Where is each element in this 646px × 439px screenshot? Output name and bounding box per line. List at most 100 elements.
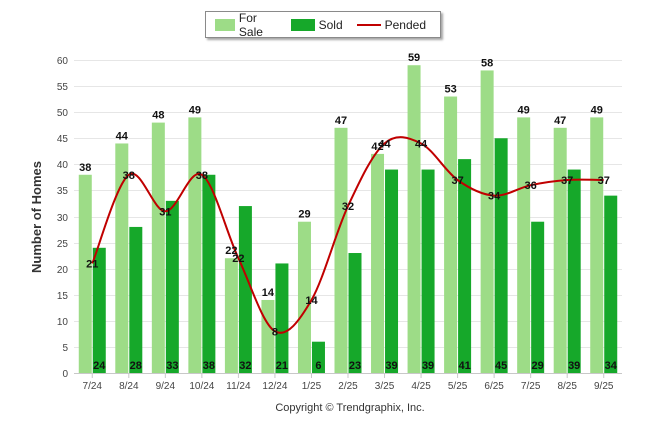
y-tick-label: 25	[57, 239, 69, 250]
y-tick-label: 0	[62, 369, 68, 380]
sold-bar	[348, 253, 362, 373]
for-sale-value-label: 47	[335, 115, 347, 127]
for-sale-value-label: 47	[554, 115, 566, 127]
for-sale-value-label: 48	[152, 110, 164, 122]
x-tick-label: 8/24	[119, 381, 139, 392]
y-tick-label: 10	[57, 317, 69, 328]
x-tick-label: 10/24	[189, 381, 214, 392]
y-tick-label: 15	[57, 291, 69, 302]
for-sale-value-label: 49	[518, 104, 530, 116]
sold-bar	[567, 169, 581, 373]
y-tick-label: 30	[57, 213, 69, 224]
for-sale-bar	[444, 96, 458, 374]
for-sale-bar	[115, 143, 129, 373]
sold-value-label: 39	[568, 360, 580, 372]
sold-swatch	[290, 18, 315, 31]
sold-value-label: 39	[385, 360, 397, 372]
sold-value-label: 24	[93, 360, 106, 372]
for-sale-value-label: 14	[262, 287, 275, 299]
legend-item-pended[interactable]: Pended	[356, 17, 426, 32]
pended-value-label: 22	[232, 253, 244, 265]
sold-value-label: 6	[315, 360, 321, 372]
pended-value-label: 37	[451, 175, 463, 187]
sold-value-label: 32	[239, 360, 251, 372]
sold-value-label: 41	[458, 360, 470, 372]
sold-bar	[311, 341, 325, 373]
x-tick-label: 8/25	[557, 381, 577, 392]
pended-value-label: 37	[598, 175, 610, 187]
x-tick-label: 6/25	[484, 381, 504, 392]
pended-value-label: 34	[488, 191, 501, 203]
for-sale-bar	[553, 127, 567, 373]
sold-bar	[385, 169, 399, 373]
for-sale-bar	[334, 127, 348, 373]
sold-bar	[238, 206, 252, 373]
sold-value-label: 28	[130, 360, 142, 372]
for-sale-value-label: 22	[225, 245, 237, 257]
for-sale-value-label: 44	[116, 130, 129, 142]
legend-label-for-sale: For Sale	[238, 10, 263, 39]
copyright-text: Copyright © Trendgraphix, Inc.	[275, 402, 425, 414]
pended-line-layer	[91, 136, 604, 334]
for-sale-bar	[297, 221, 311, 373]
pended-line	[91, 136, 604, 334]
for-sale-bar	[188, 117, 202, 373]
x-tick-label: 9/24	[156, 381, 176, 392]
for-sale-value-label: 29	[298, 209, 310, 221]
pended-line-swatch	[356, 23, 381, 26]
y-tick-label: 20	[57, 265, 69, 276]
for-sale-bar	[480, 70, 494, 373]
sold-bar	[202, 174, 216, 373]
x-axis-ticks: 7/24 8/24 9/24 10/24 11/24 12/24 1/25 2/25 3/25 4…	[83, 374, 614, 392]
sold-value-label: 39	[422, 360, 434, 372]
legend-item-for-sale[interactable]: For Sale	[215, 11, 277, 39]
y-axis-ticks: 0 5 10 15 20 25 30 35 40 45 50 55 60	[57, 56, 69, 380]
for-sale-value-label: 42	[371, 141, 383, 153]
pended-value-label: 8	[272, 326, 278, 338]
pended-value-label: 44	[415, 138, 428, 150]
for-sale-bar	[371, 153, 385, 373]
y-tick-label: 5	[62, 343, 68, 354]
pended-value-label: 14	[305, 295, 318, 307]
pended-value-label: 31	[159, 206, 171, 218]
for-sale-bar	[78, 174, 92, 373]
y-tick-label: 45	[57, 134, 69, 145]
x-tick-label: 9/25	[594, 381, 614, 392]
for-sale-bar	[590, 117, 604, 373]
sold-bar	[129, 226, 143, 373]
for-sale-bar	[151, 122, 165, 373]
x-tick-label: 12/24	[262, 381, 287, 392]
x-tick-label: 11/24	[226, 381, 251, 392]
x-tick-label: 7/24	[83, 381, 103, 392]
legend-label-pended: Pended	[384, 17, 426, 32]
x-tick-label: 2/25	[338, 381, 358, 392]
pended-value-label: 21	[86, 258, 98, 270]
for-sale-value-label: 53	[444, 84, 456, 96]
grid-layer	[74, 60, 622, 374]
for-sale-bar	[517, 117, 531, 373]
x-tick-label: 7/25	[521, 381, 541, 392]
sold-value-label: 23	[349, 360, 361, 372]
x-tick-label: 5/25	[448, 381, 468, 392]
legend: For Sale Sold Pended	[205, 11, 441, 39]
pended-value-label: 32	[342, 201, 354, 213]
legend-item-sold[interactable]: Sold	[290, 18, 343, 32]
sold-value-label: 21	[276, 360, 288, 372]
sold-bar	[165, 200, 179, 373]
sold-bar	[421, 169, 435, 373]
y-tick-label: 55	[57, 82, 69, 93]
for-sale-bar	[407, 65, 421, 373]
x-tick-label: 3/25	[375, 381, 395, 392]
for-sale-swatch	[215, 18, 235, 31]
x-tick-label: 1/25	[302, 381, 322, 392]
y-tick-label: 50	[57, 108, 69, 119]
for-sale-value-label: 49	[189, 104, 201, 116]
sold-bar	[92, 247, 106, 373]
for-sale-value-label: 58	[481, 57, 493, 69]
data-labels-layer: 38 24 44 28 48 33 49 38 22 32 14 21 29 6 47 23 42 39 59 39 5…	[79, 52, 618, 372]
pended-value-label: 37	[561, 175, 573, 187]
sold-value-label: 29	[532, 360, 544, 372]
pended-value-label: 44	[378, 138, 391, 150]
